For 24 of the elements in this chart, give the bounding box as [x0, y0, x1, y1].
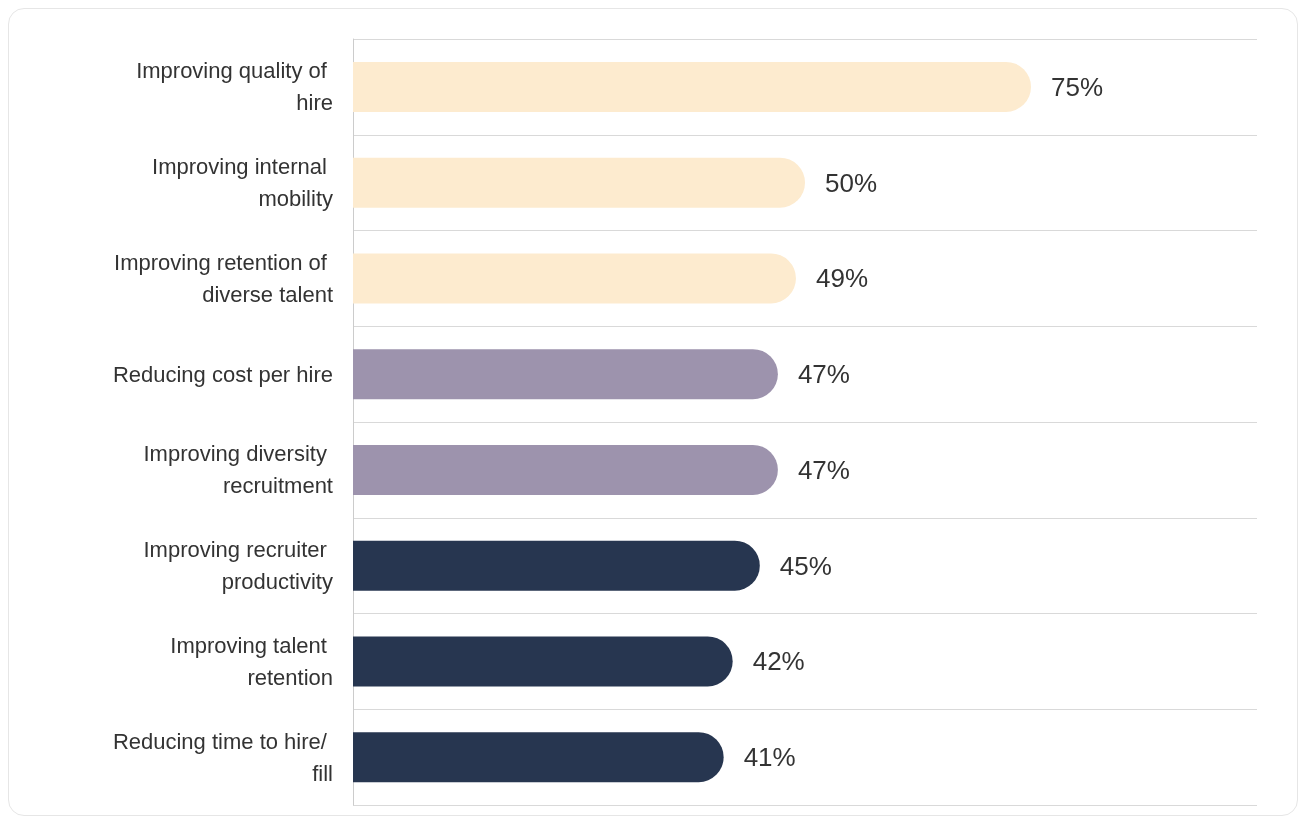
- data-label: 75%: [1051, 71, 1104, 102]
- bar: [353, 540, 760, 591]
- bar: [353, 349, 778, 400]
- y-tick-label: Improving quality of hire: [136, 58, 333, 116]
- data-label: 49%: [815, 263, 869, 294]
- y-tick-label: Improving talent retention: [170, 632, 333, 690]
- bar: [353, 732, 724, 783]
- data-label: 50%: [825, 167, 878, 198]
- data-label: 47%: [797, 454, 850, 485]
- y-tick-label: Reducing time to hire/ fill: [112, 728, 333, 786]
- y-tick-label: Improving retention of diverse talent: [114, 249, 333, 307]
- y-tick-label: Reducing cost per hire: [112, 361, 333, 387]
- data-label: 41%: [743, 742, 796, 773]
- y-tick-label: Improving recruiter productivity: [143, 537, 333, 595]
- bar: [353, 157, 805, 208]
- bar: [353, 444, 778, 495]
- y-tick-label: Improving internal mobility: [152, 154, 333, 212]
- data-label: 47%: [797, 359, 850, 390]
- data-label: 45%: [779, 550, 832, 581]
- y-tick-label: Improving diversity recruitment: [143, 441, 333, 499]
- bar: [353, 61, 1031, 112]
- bar: [353, 253, 796, 304]
- data-label: 42%: [752, 646, 805, 677]
- bar: [353, 636, 733, 687]
